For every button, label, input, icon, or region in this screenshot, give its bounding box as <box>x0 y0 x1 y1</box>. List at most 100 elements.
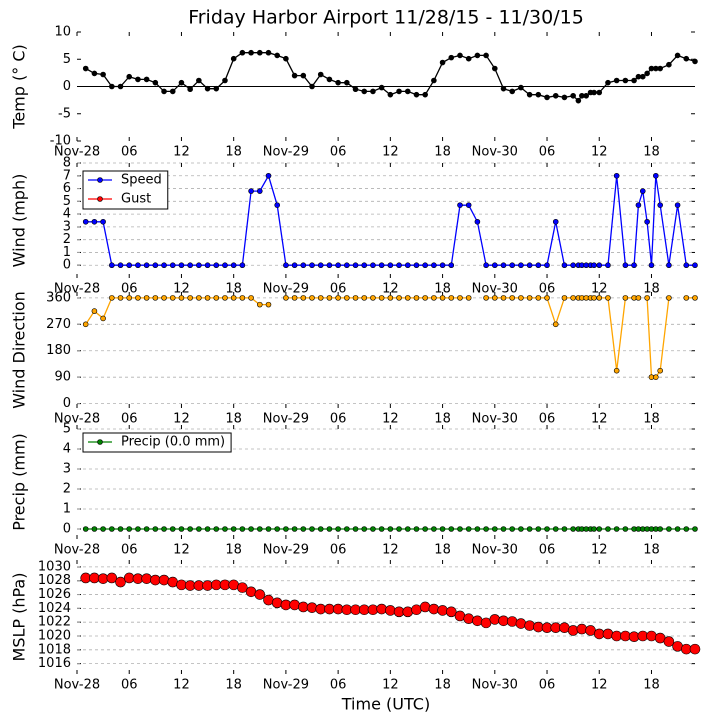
data-point <box>431 262 437 269</box>
x-tick-label: 06 <box>330 412 347 427</box>
data-point <box>544 94 550 101</box>
data-point <box>492 295 498 301</box>
legend: Speed Gust <box>82 170 169 210</box>
data-point <box>187 526 193 532</box>
data-point <box>622 295 629 301</box>
data-point <box>196 262 202 269</box>
y-tick-label: 6 <box>63 181 71 196</box>
x-tick-label: Nov-28 <box>54 412 100 427</box>
x-tick-label: 18 <box>225 282 242 297</box>
data-point <box>385 605 396 616</box>
data-point <box>370 262 376 269</box>
data-point <box>613 526 620 532</box>
data-point <box>413 91 420 98</box>
data-point <box>591 262 597 269</box>
data-point <box>561 262 568 269</box>
data-point <box>291 72 298 79</box>
x-tick-label: 12 <box>591 678 608 693</box>
data-point <box>666 526 672 532</box>
data-point <box>317 526 324 532</box>
y-tick-label: -10 <box>50 134 71 149</box>
data-point <box>169 295 176 301</box>
data-point <box>635 295 642 301</box>
data-point <box>283 262 289 269</box>
data-point <box>535 262 542 269</box>
data-point <box>265 526 272 532</box>
data-point <box>692 526 698 532</box>
data-point <box>683 262 690 269</box>
data-point <box>254 589 266 600</box>
data-point <box>135 76 141 83</box>
data-point <box>283 295 289 301</box>
data-point <box>567 625 579 636</box>
data-point <box>326 76 333 83</box>
data-point <box>570 295 576 301</box>
data-point <box>474 526 481 532</box>
data-point <box>457 202 463 208</box>
data-point <box>439 59 446 66</box>
x-tick-label: Nov-28 <box>54 282 100 297</box>
data-point <box>457 295 463 301</box>
x-tick-label: Nov-28 <box>54 543 100 558</box>
x-tick-label: 18 <box>225 678 242 693</box>
data-point <box>500 295 507 301</box>
data-point <box>300 295 307 301</box>
data-point <box>605 262 611 269</box>
x-tick-label: Nov-30 <box>472 145 518 160</box>
legend-marker <box>97 196 103 202</box>
data-point <box>437 605 448 616</box>
data-point <box>344 295 350 301</box>
data-point <box>117 262 124 269</box>
data-point <box>361 295 368 301</box>
data-point <box>515 618 527 629</box>
x-tick-label: 18 <box>225 412 242 427</box>
data-point <box>404 295 411 301</box>
data-point <box>605 79 611 86</box>
data-point <box>326 295 333 301</box>
legend-marker <box>97 177 103 183</box>
x-tick-label: Nov-29 <box>263 282 309 297</box>
x-tick-label: 06 <box>330 282 347 297</box>
data-point <box>404 526 411 532</box>
data-point <box>126 262 133 269</box>
data-point <box>526 295 533 301</box>
x-tick-label: 18 <box>643 282 660 297</box>
legend-box <box>82 170 169 210</box>
y-tick-label: 0 <box>63 396 71 411</box>
data-point <box>683 526 690 532</box>
x-tick-label: 06 <box>121 145 138 160</box>
data-point <box>256 188 263 194</box>
legend: Precip (0.0 mm) <box>82 432 232 453</box>
data-point <box>483 295 489 301</box>
y-tick-label: 360 <box>46 290 71 305</box>
data-point <box>445 606 457 618</box>
data-point <box>370 295 376 301</box>
data-point <box>439 526 446 532</box>
data-point <box>422 91 428 98</box>
data-point <box>187 86 193 93</box>
data-point <box>143 526 150 532</box>
data-point <box>326 526 333 532</box>
data-point <box>657 202 663 208</box>
data-point <box>576 623 588 635</box>
data-point <box>306 602 318 613</box>
data-point <box>204 85 211 92</box>
data-point <box>591 295 597 301</box>
data-point <box>526 91 533 98</box>
data-point <box>674 52 681 59</box>
data-point <box>552 526 559 532</box>
data-point <box>472 615 483 627</box>
data-point <box>100 71 106 78</box>
x-tick-label: 18 <box>434 678 451 693</box>
y-axis-label: Temp (° C) <box>10 44 29 129</box>
data-point <box>230 55 237 62</box>
data-point <box>378 526 385 532</box>
x-tick-label: 06 <box>539 412 556 427</box>
data-point <box>256 301 263 308</box>
data-point <box>115 576 126 588</box>
data-point <box>141 573 152 584</box>
data-point <box>591 526 597 532</box>
y-tick-label: 1024 <box>38 601 71 616</box>
data-point <box>82 65 89 72</box>
data-point <box>509 295 516 301</box>
